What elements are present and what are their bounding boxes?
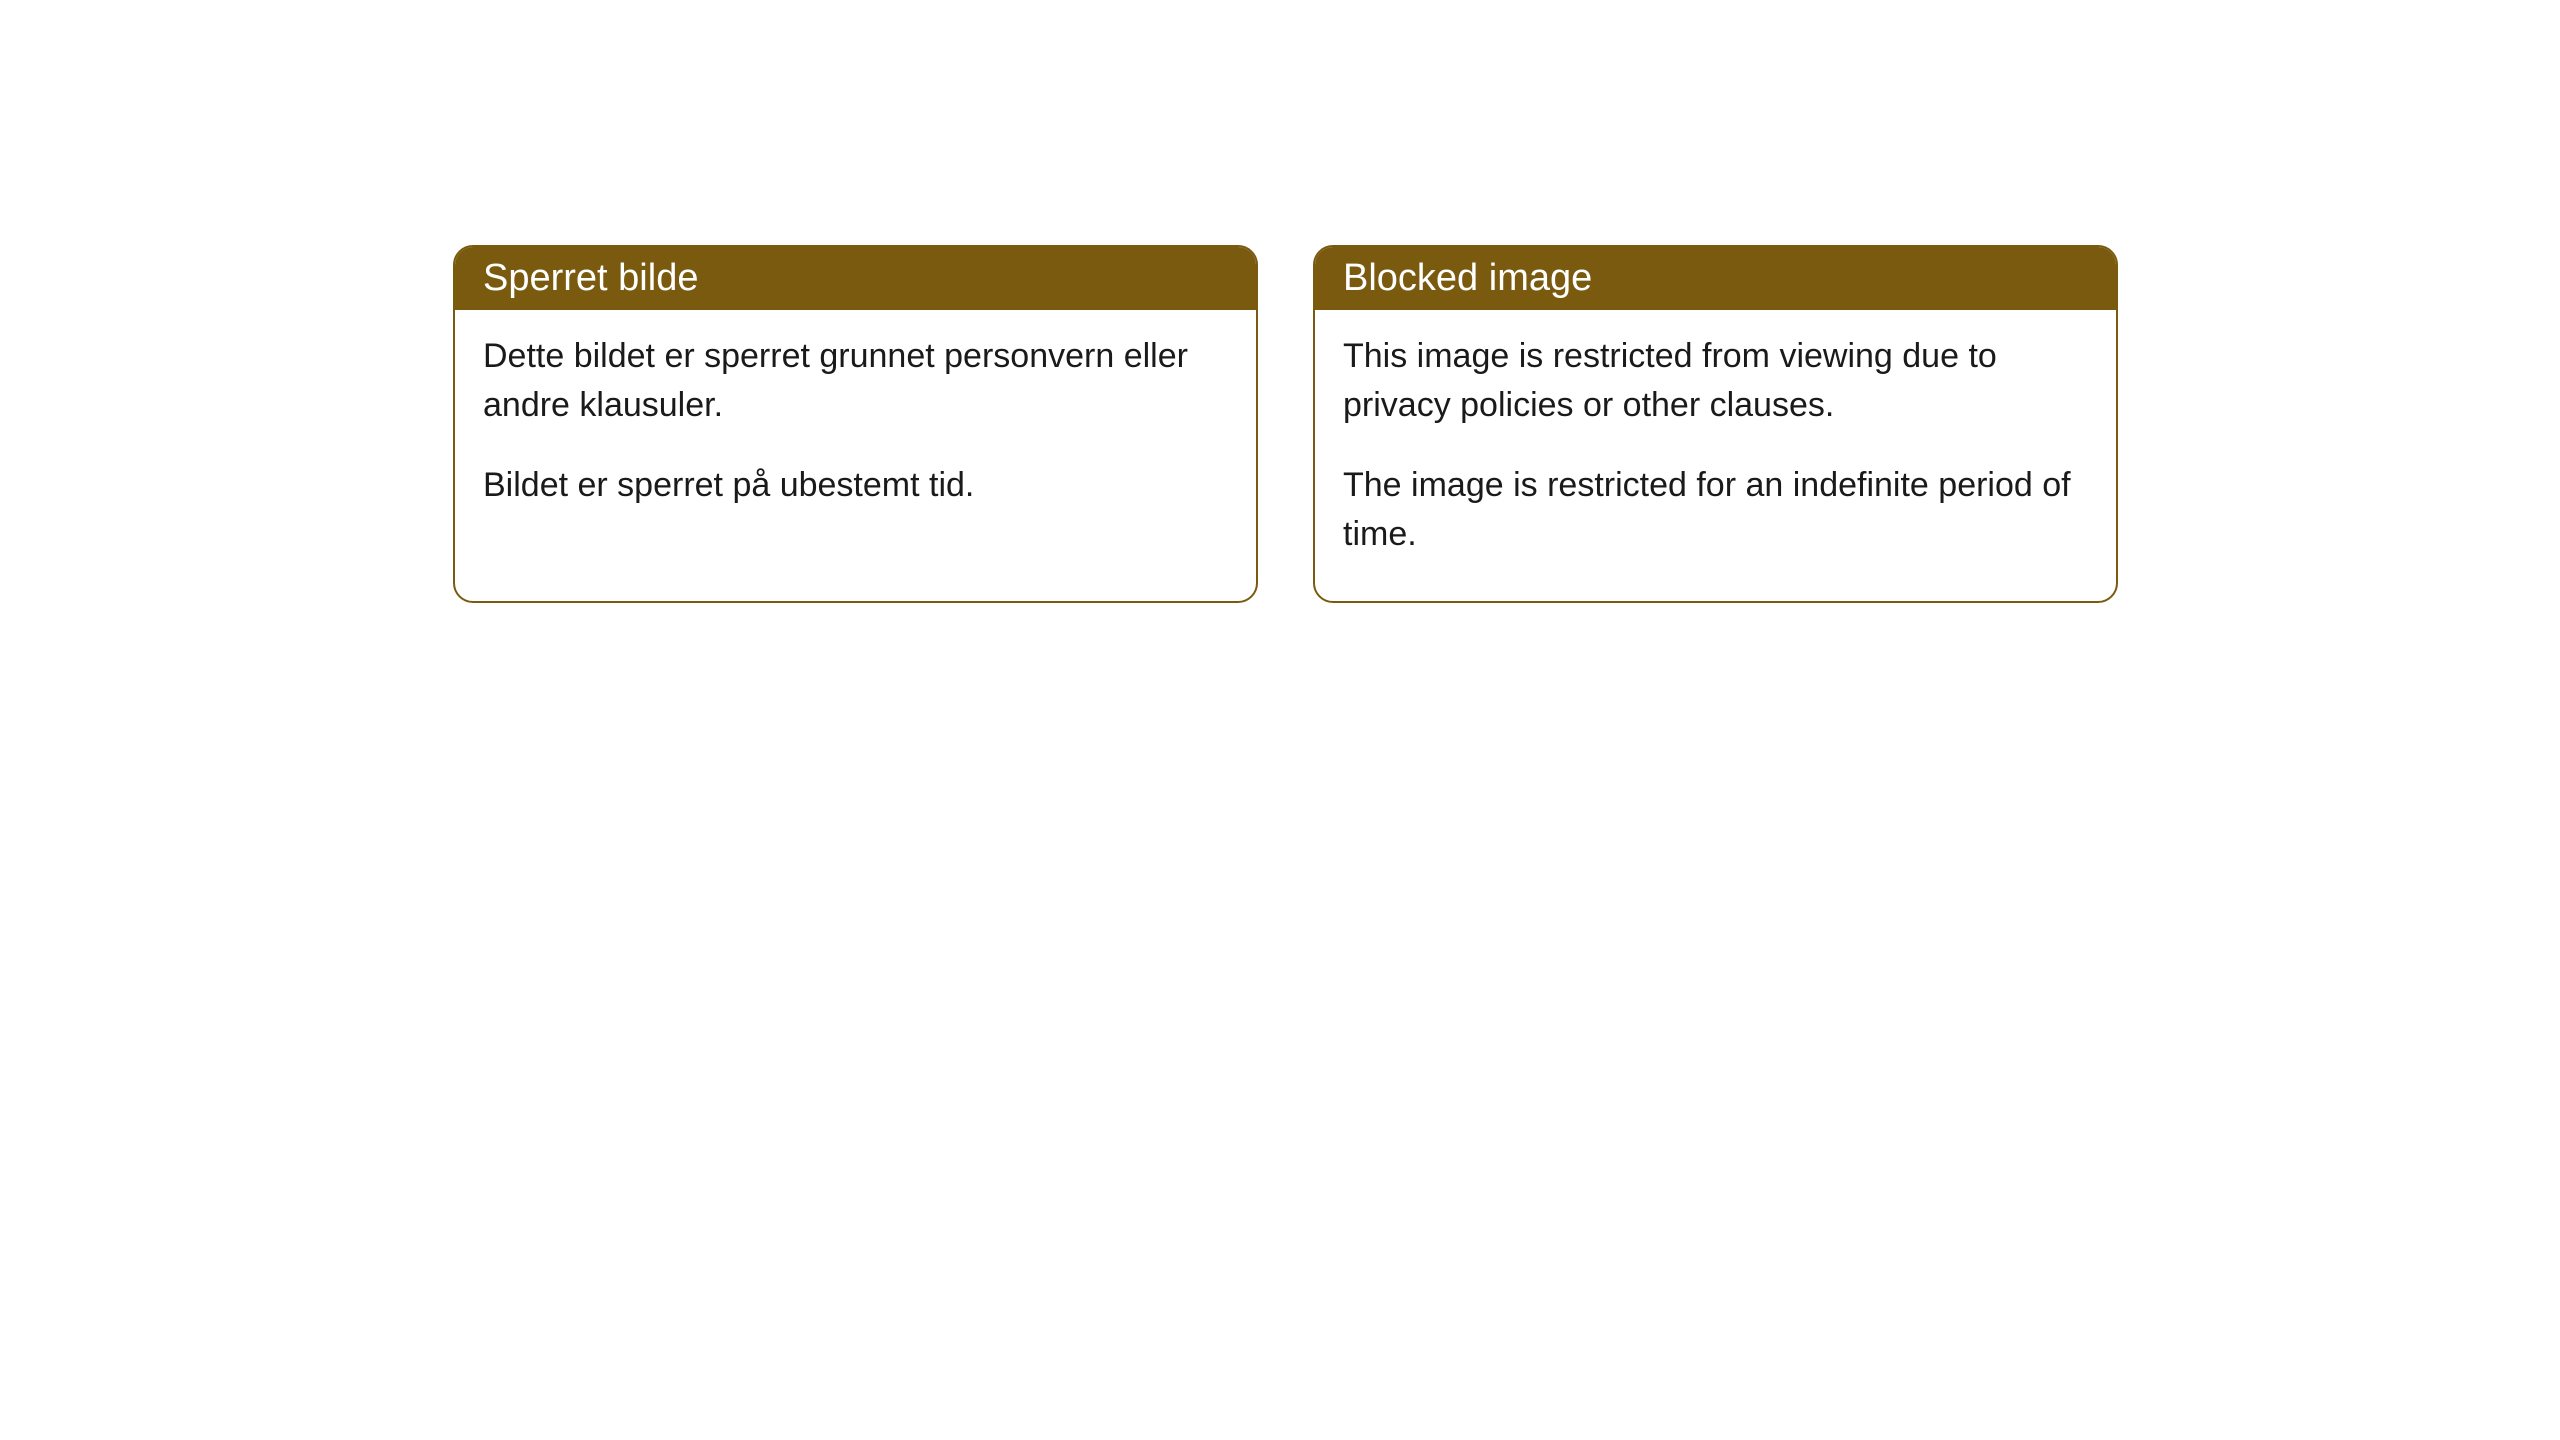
blocked-image-card-en: Blocked image This image is restricted f…: [1313, 245, 2118, 603]
card-paragraph-en-2: The image is restricted for an indefinit…: [1343, 461, 2088, 560]
card-body-no: Dette bildet er sperret grunnet personve…: [455, 310, 1256, 552]
card-title-en: Blocked image: [1315, 247, 2116, 310]
card-paragraph-no-1: Dette bildet er sperret grunnet personve…: [483, 332, 1228, 431]
info-cards-container: Sperret bilde Dette bildet er sperret gr…: [453, 245, 2118, 603]
card-paragraph-en-1: This image is restricted from viewing du…: [1343, 332, 2088, 431]
card-paragraph-no-2: Bildet er sperret på ubestemt tid.: [483, 461, 1228, 510]
card-title-no: Sperret bilde: [455, 247, 1256, 310]
card-body-en: This image is restricted from viewing du…: [1315, 310, 2116, 601]
blocked-image-card-no: Sperret bilde Dette bildet er sperret gr…: [453, 245, 1258, 603]
